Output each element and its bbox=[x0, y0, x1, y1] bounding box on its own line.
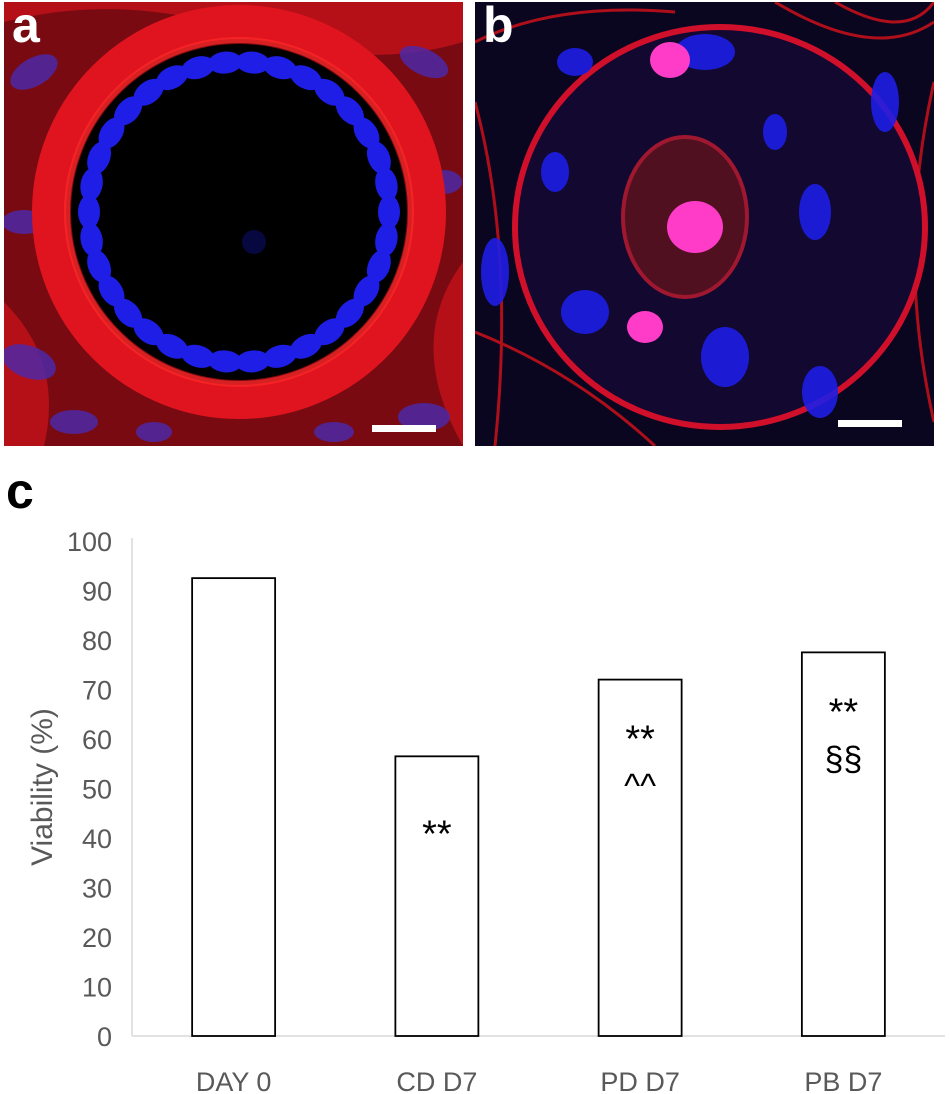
follicle-micrograph-b bbox=[475, 2, 934, 446]
bars bbox=[191, 577, 886, 1037]
granulosa-nucleus bbox=[78, 195, 100, 229]
granulosa-nucleus bbox=[208, 51, 243, 74]
granulosa-nucleus bbox=[87, 249, 112, 283]
y-tick-label: 40 bbox=[82, 824, 112, 854]
y-tick-label: 50 bbox=[82, 775, 112, 805]
granulosa-nucleus bbox=[114, 96, 143, 126]
y-tick-label: 70 bbox=[82, 676, 112, 706]
scale-bar-b bbox=[838, 420, 902, 427]
image-panel-a: a bbox=[4, 2, 463, 446]
y-tick-labels: 0 10 20 30 40 50 60 70 80 90 100 bbox=[67, 527, 112, 1052]
x-tick-label: CD D7 bbox=[396, 1067, 477, 1094]
granulosa-nucleus bbox=[314, 78, 345, 106]
bar-cd-d7 bbox=[394, 755, 480, 1037]
significance-mark: ^^ bbox=[624, 768, 656, 806]
x-tick-label: PB D7 bbox=[804, 1067, 882, 1094]
granulosa-nucleus bbox=[98, 275, 125, 307]
granulosa-nucleus bbox=[335, 298, 364, 328]
x-tick-label: PD D7 bbox=[600, 1067, 680, 1094]
granulosa-nucleus bbox=[80, 222, 103, 257]
granulosa-nucleus bbox=[235, 350, 270, 373]
granulosa-nucleus bbox=[87, 141, 112, 175]
image-panel-b: b bbox=[475, 2, 934, 446]
y-tick-label: 90 bbox=[82, 577, 112, 607]
granulosa-nucleus bbox=[181, 56, 215, 80]
significance-annotations: ** ** ^^ ** §§ bbox=[422, 691, 862, 855]
granulosa-nucleus bbox=[314, 318, 345, 346]
granulosa-nucleus bbox=[378, 195, 400, 229]
x-tick-labels: DAY 0 CD D7 PD D7 PB D7 bbox=[196, 1067, 883, 1094]
granulosa-nucleus bbox=[133, 318, 164, 346]
granulosa-nucleus bbox=[263, 344, 297, 368]
granulosa-nucleus bbox=[366, 249, 391, 283]
y-axis-title: Viability (%) bbox=[26, 708, 59, 866]
x-tick-label: DAY 0 bbox=[196, 1067, 272, 1094]
granulosa-nucleus bbox=[289, 333, 322, 359]
granulosa-nucleus bbox=[98, 117, 125, 149]
y-tick-label: 20 bbox=[82, 923, 112, 953]
y-tick-label: 10 bbox=[82, 973, 112, 1003]
granulosa-nucleus bbox=[335, 96, 364, 126]
significance-mark: ** bbox=[829, 691, 859, 733]
granulosa-nucleus bbox=[235, 51, 270, 74]
scale-bar-a bbox=[372, 425, 436, 432]
granulosa-nucleus bbox=[156, 65, 189, 91]
granulosa-nucleus bbox=[208, 350, 243, 373]
granulosa-nucleus bbox=[114, 298, 143, 328]
y-tick-label: 60 bbox=[82, 725, 112, 755]
granulosa-nucleus bbox=[366, 141, 391, 175]
significance-mark: §§ bbox=[824, 740, 862, 778]
granulosa-nucleus bbox=[353, 275, 380, 307]
y-tick-label: 80 bbox=[82, 626, 112, 656]
bar-day-0 bbox=[191, 577, 277, 1037]
granulosa-nucleus bbox=[263, 56, 297, 80]
granulosa-nucleus bbox=[289, 65, 322, 91]
granulosa-nucleus bbox=[181, 344, 215, 368]
granulosa-nucleus bbox=[375, 167, 398, 202]
panel-label-a: a bbox=[12, 2, 40, 53]
y-tick-label: 30 bbox=[82, 874, 112, 904]
significance-mark: ** bbox=[625, 719, 655, 761]
granulosa-nucleus bbox=[133, 78, 164, 106]
panel-label-b: b bbox=[483, 2, 514, 53]
granulosa-nucleus bbox=[80, 167, 103, 202]
significance-mark: ** bbox=[422, 813, 452, 855]
granulosa-nucleus bbox=[156, 333, 189, 359]
granulosa-nucleus bbox=[375, 222, 398, 257]
y-tick-label: 0 bbox=[97, 1022, 112, 1052]
panel-label-c: c bbox=[6, 463, 34, 519]
y-tick-label: 100 bbox=[67, 527, 112, 557]
follicle-micrograph-a bbox=[4, 2, 463, 446]
bar-pb-d7 bbox=[800, 651, 886, 1037]
granulosa-nucleus bbox=[353, 117, 380, 149]
bar-pd-d7 bbox=[597, 678, 683, 1037]
